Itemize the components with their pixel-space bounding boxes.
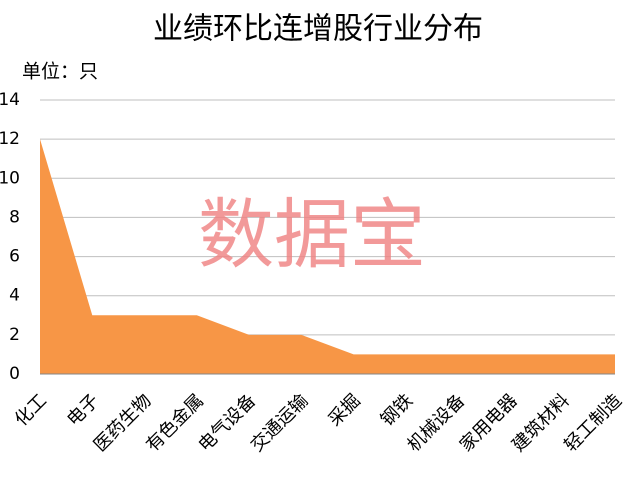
- y-tick-label: 10: [0, 168, 20, 188]
- x-tick-label: 交通运输: [247, 390, 313, 456]
- y-tick-label: 4: [9, 286, 20, 306]
- y-tick-label: 6: [9, 247, 20, 267]
- watermark: 数据宝: [198, 190, 426, 279]
- chart-title: 业绩环比连增股行业分布: [153, 12, 483, 47]
- area: [40, 139, 615, 374]
- y-tick-label: 2: [9, 325, 20, 345]
- y-tick-label: 12: [0, 129, 20, 149]
- x-tick-label: 钢铁: [377, 390, 417, 430]
- y-tick-label: 14: [0, 90, 20, 110]
- x-tick-label: 采掘: [324, 390, 364, 430]
- x-tick-label: 电子: [63, 390, 103, 430]
- unit-label: 单位：只: [22, 61, 98, 83]
- x-tick-label: 轻工制造: [560, 390, 626, 456]
- y-tick-label: 0: [9, 364, 20, 384]
- y-tick-label: 8: [9, 207, 20, 227]
- x-tick-label: 化工: [11, 390, 51, 430]
